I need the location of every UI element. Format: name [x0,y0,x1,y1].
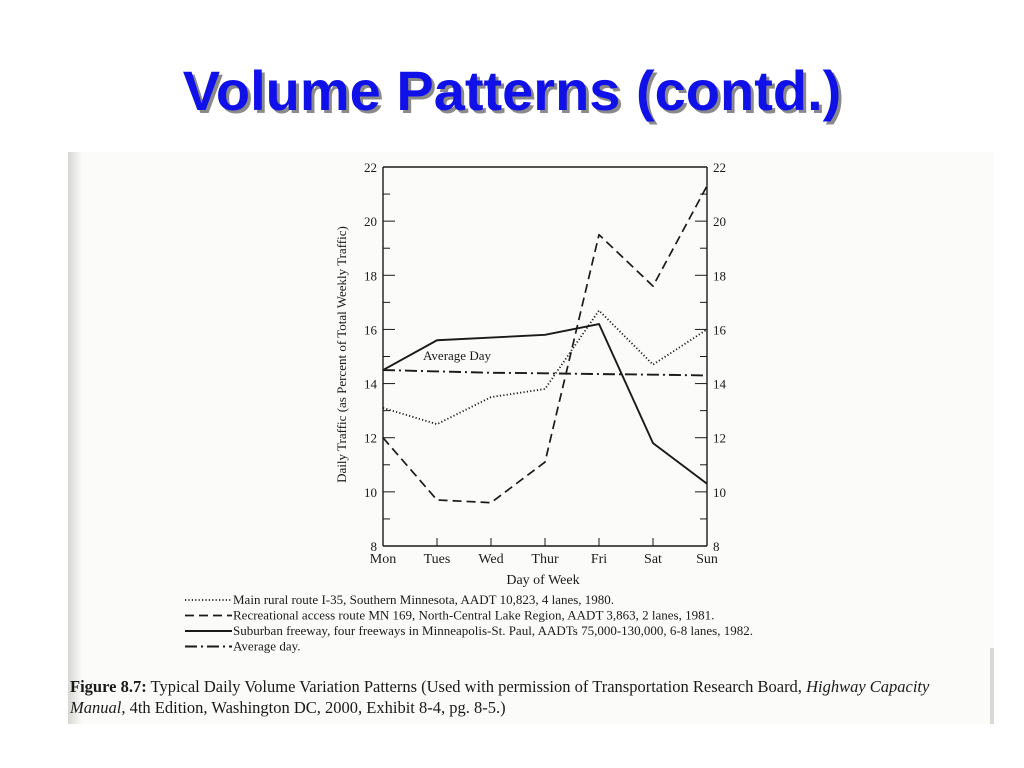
x-axis-title: Day of Week [506,573,579,588]
series-line-solid [382,323,708,485]
x-tick-label: Tues [424,552,451,567]
y-tick-label-left: 14 [364,377,378,392]
legend-label: Suburban freeway, four freeways in Minne… [233,623,753,638]
y-tick-label-left: 10 [364,485,377,500]
x-tick-label: Fri [591,552,607,567]
y-tick-label-right: 18 [713,268,726,283]
y-tick-label-right: 16 [713,322,727,337]
y-tick-label-right: 20 [713,214,726,229]
y-tick-label-right: 14 [713,377,727,392]
y-tick-label-left: 12 [364,431,377,446]
scan-shadow-edge [68,152,82,724]
caption-label: Figure 8.7: [70,677,147,696]
caption-italic-title: Highway Capacity Manual [70,677,930,717]
y-tick-label-right: 8 [713,539,720,554]
scanned-figure [68,152,994,724]
caption-text-2: , 4th Edition, Washington DC, 2000, Exhi… [121,698,506,717]
legend-label: Recreational access route MN 169, North-… [233,608,714,623]
y-tick-label-left: 20 [364,214,377,229]
series-line-dash-dot [382,369,708,377]
y-tick-label-right: 12 [713,431,726,446]
x-tick-label: Sun [696,552,718,567]
caption-text-1: Typical Daily Volume Variation Patterns … [146,677,807,696]
y-tick-label-right: 10 [713,485,726,500]
series-line-dotted [382,309,708,426]
series-line-dashed [382,185,708,504]
slide-title: Volume Patterns (contd.) [182,59,842,122]
x-tick-label: Sat [644,552,662,567]
y-tick-label-right: 22 [713,160,726,175]
x-tick-label: Thur [531,552,559,567]
scan-right-edge [990,648,994,724]
y-tick-label-left: 18 [364,268,377,283]
y-tick-label-left: 8 [371,539,378,554]
y-tick-label-left: 22 [364,160,377,175]
y-tick-label-left: 16 [364,322,378,337]
x-tick-label: Wed [478,552,503,567]
x-tick-label: Mon [370,552,396,567]
legend-label: Average day. [233,639,301,654]
figure-caption: Figure 8.7: Typical Daily Volume Variati… [70,676,980,718]
y-axis-title: Daily Traffic (as Percent of Total Weekl… [334,226,349,483]
annotation-average-day: Average Day [423,348,491,363]
legend-label: Main rural route I-35, Southern Minnesot… [233,592,614,607]
